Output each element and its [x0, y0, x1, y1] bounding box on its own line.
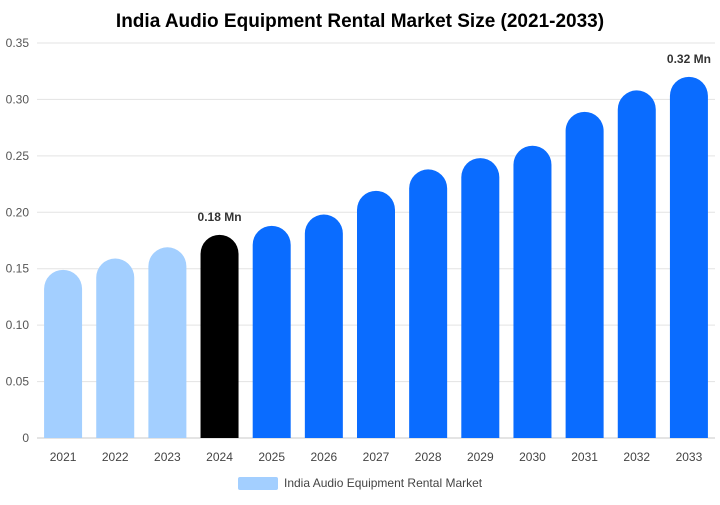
y-tick-label: 0.15	[6, 262, 30, 276]
x-tick-label: 2024	[206, 450, 233, 464]
y-tick-label: 0.10	[6, 318, 30, 332]
x-tick-label: 2022	[102, 450, 129, 464]
x-axis: 2021 2022 2023 2024 2025 2026 2027 2028 2029 2030…	[50, 450, 703, 464]
y-tick-label: 0.35	[6, 36, 30, 50]
x-tick-label: 2030	[519, 450, 546, 464]
bar-2029[interactable]	[461, 158, 500, 438]
x-tick-label: 2033	[676, 450, 703, 464]
x-tick-label: 2029	[467, 450, 494, 464]
x-tick-label: 2028	[415, 450, 442, 464]
x-tick-label: 2031	[571, 450, 598, 464]
x-tick-label: 2026	[310, 450, 337, 464]
bar-2026[interactable]	[304, 214, 343, 438]
x-tick-label: 2027	[363, 450, 390, 464]
bar-2021[interactable]	[44, 269, 83, 438]
y-tick-label: 0.05	[6, 375, 30, 389]
data-label-2033: 0.32 Mn	[667, 52, 711, 66]
x-tick-label: 2023	[154, 450, 181, 464]
y-tick-label: 0.25	[6, 149, 30, 163]
bar-2027[interactable]	[357, 190, 395, 438]
y-tick-label: 0	[22, 431, 29, 445]
x-tick-label: 2025	[258, 450, 285, 464]
bar-2032[interactable]	[617, 90, 656, 439]
y-axis: 0 0.05 0.10 0.15 0.20 0.25 0.30 0.35	[6, 36, 30, 445]
x-tick-label: 2021	[50, 450, 77, 464]
legend-label: India Audio Equipment Rental Market	[284, 476, 483, 490]
legend[interactable]: India Audio Equipment Rental Market	[238, 476, 483, 490]
bar-2025[interactable]	[252, 225, 291, 438]
bars	[44, 76, 708, 439]
legend-swatch	[238, 477, 278, 490]
chart-title: India Audio Equipment Rental Market Size…	[116, 11, 604, 32]
bar-2031[interactable]	[565, 111, 604, 438]
y-tick-label: 0.20	[6, 205, 30, 219]
bar-2033[interactable]	[669, 76, 708, 438]
data-labels: 0.18 Mn 0.32 Mn	[198, 52, 711, 224]
bar-2028[interactable]	[409, 169, 448, 438]
y-tick-label: 0.30	[6, 92, 30, 106]
bar-2024[interactable]	[200, 234, 239, 438]
bar-2023[interactable]	[148, 247, 187, 438]
data-label-2024: 0.18 Mn	[198, 210, 242, 224]
x-tick-label: 2032	[623, 450, 650, 464]
bar-2030[interactable]	[513, 145, 552, 438]
bar-2022[interactable]	[96, 258, 135, 438]
